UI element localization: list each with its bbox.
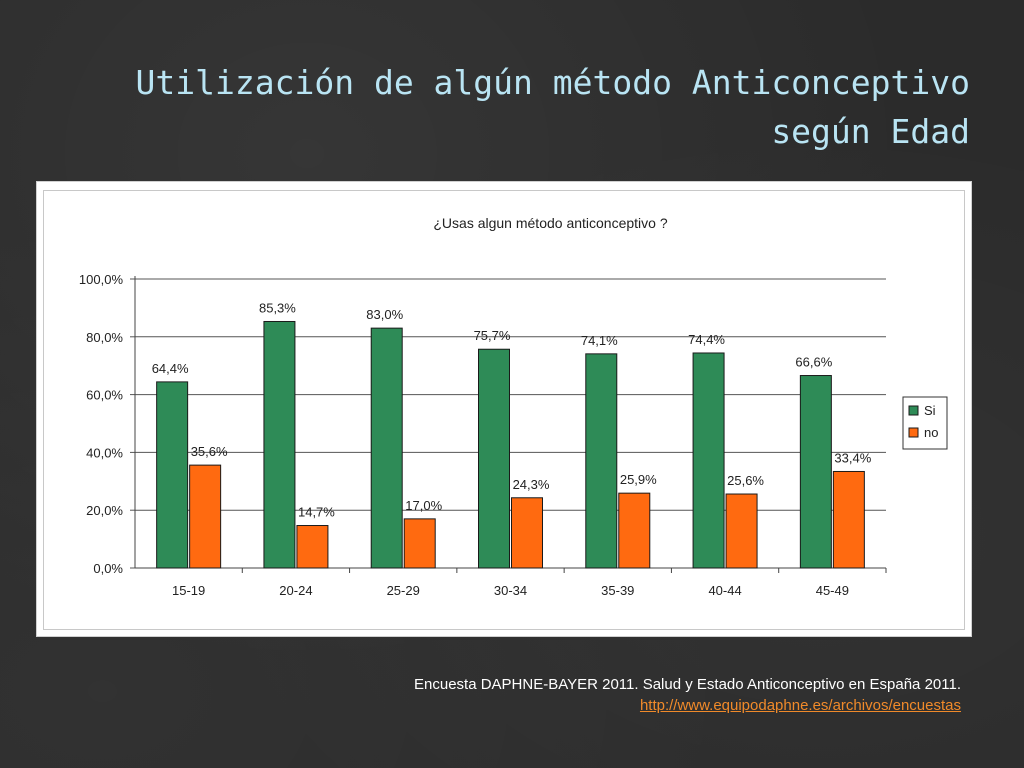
data-label: 33,4% bbox=[834, 450, 871, 465]
bar-si bbox=[585, 353, 618, 569]
data-label: 74,4% bbox=[688, 332, 725, 347]
bar-si bbox=[478, 348, 510, 569]
data-label: 14,7% bbox=[298, 505, 335, 520]
x-tick-label: 40-44 bbox=[708, 583, 741, 598]
source-citation: Encuesta DAPHNE-BAYER 2011. Salud y Esta… bbox=[414, 674, 961, 716]
chart-frame bbox=[43, 190, 965, 630]
bar-no bbox=[511, 497, 543, 569]
data-label: 75,7% bbox=[474, 328, 511, 343]
bar-si bbox=[263, 320, 296, 569]
slide-title-line-2: según Edad bbox=[771, 112, 970, 151]
bar-si bbox=[370, 327, 403, 569]
legend-label-no: no bbox=[924, 425, 938, 440]
x-tick-label: 45-49 bbox=[816, 583, 849, 598]
x-tick-label: 20-24 bbox=[279, 583, 312, 598]
x-tick-label: 15-19 bbox=[172, 583, 205, 598]
data-label: 66,6% bbox=[795, 355, 832, 370]
legend-swatch-si bbox=[908, 405, 919, 416]
y-tick-label: 100,0% bbox=[79, 272, 124, 287]
data-label: 17,0% bbox=[405, 498, 442, 513]
legend-label-si: Si bbox=[924, 403, 936, 418]
bar-no bbox=[403, 518, 436, 569]
chart-title: ¿Usas algun método anticonceptivo ? bbox=[433, 215, 667, 231]
bar-no bbox=[832, 470, 865, 569]
bar-no bbox=[618, 492, 651, 569]
data-label: 83,0% bbox=[366, 307, 403, 322]
data-label: 35,6% bbox=[191, 444, 228, 459]
data-label: 64,4% bbox=[152, 361, 189, 376]
y-tick-label: 0,0% bbox=[93, 561, 123, 576]
y-tick-label: 60,0% bbox=[86, 388, 123, 403]
slide-title-line-1: Utilización de algún método Anticoncepti… bbox=[135, 63, 970, 102]
chart-panel: ¿Usas algun método anticonceptivo ? 0,0% 2… bbox=[36, 181, 972, 637]
data-label: 25,6% bbox=[727, 473, 764, 488]
data-label: 85,3% bbox=[259, 300, 296, 315]
bar-chart: ¿Usas algun método anticonceptivo ? 0,0% 2… bbox=[79, 215, 948, 598]
source-link[interactable]: http://www.equipodaphne.es/archivos/encu… bbox=[639, 697, 961, 714]
bar-no bbox=[296, 525, 329, 569]
bar-no bbox=[189, 464, 222, 569]
bar-no bbox=[725, 493, 758, 569]
y-tick-label: 20,0% bbox=[86, 503, 123, 518]
bar-si bbox=[799, 375, 832, 569]
source-text: Encuesta DAPHNE-BAYER 2011. Salud y Esta… bbox=[414, 676, 961, 693]
bar-si bbox=[156, 381, 189, 569]
x-tick-label: 25-29 bbox=[387, 583, 420, 598]
legend-swatch-no bbox=[908, 427, 919, 438]
data-label: 25,9% bbox=[620, 472, 657, 487]
y-tick-label: 40,0% bbox=[86, 445, 123, 460]
x-tick-label: 30-34 bbox=[494, 583, 527, 598]
y-tick-label: 80,0% bbox=[86, 330, 123, 345]
bar-si bbox=[692, 352, 725, 569]
data-label: 74,1% bbox=[581, 333, 618, 348]
slide-title: Utilización de algún método Anticoncepti… bbox=[70, 58, 970, 156]
x-tick-label: 35-39 bbox=[601, 583, 634, 598]
data-label: 24,3% bbox=[513, 477, 550, 492]
